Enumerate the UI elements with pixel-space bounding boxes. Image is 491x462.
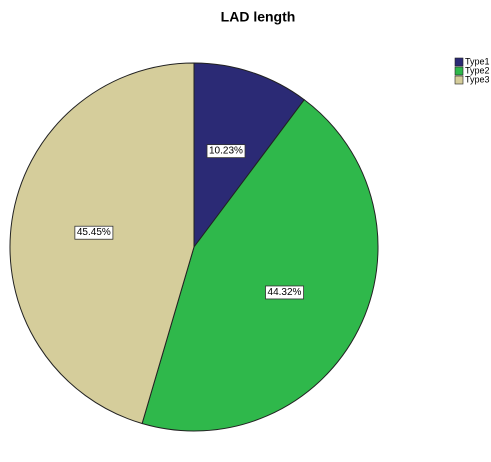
legend-swatch: [454, 66, 464, 76]
legend-label: Type3: [465, 74, 490, 84]
data-label-text: 10.23%: [209, 146, 243, 157]
data-label-text: 44.32%: [268, 287, 302, 298]
legend-swatch: [454, 57, 464, 67]
pie-slice: [9, 62, 195, 425]
chart-title: LAD length: [221, 9, 296, 25]
legend-swatch: [454, 75, 464, 85]
data-label: 45.45%: [74, 225, 114, 240]
pie-slice: [141, 99, 379, 432]
data-label: 44.32%: [265, 285, 304, 300]
pie-slice: [193, 62, 305, 249]
data-label-box: [265, 285, 304, 300]
data-label-text: 45.45%: [77, 227, 111, 238]
data-label-box: [206, 144, 246, 159]
legend-label: Type1: [465, 56, 490, 66]
data-label: 10.23%: [206, 144, 246, 159]
legend-label: Type2: [465, 65, 490, 75]
data-label-box: [74, 225, 114, 240]
